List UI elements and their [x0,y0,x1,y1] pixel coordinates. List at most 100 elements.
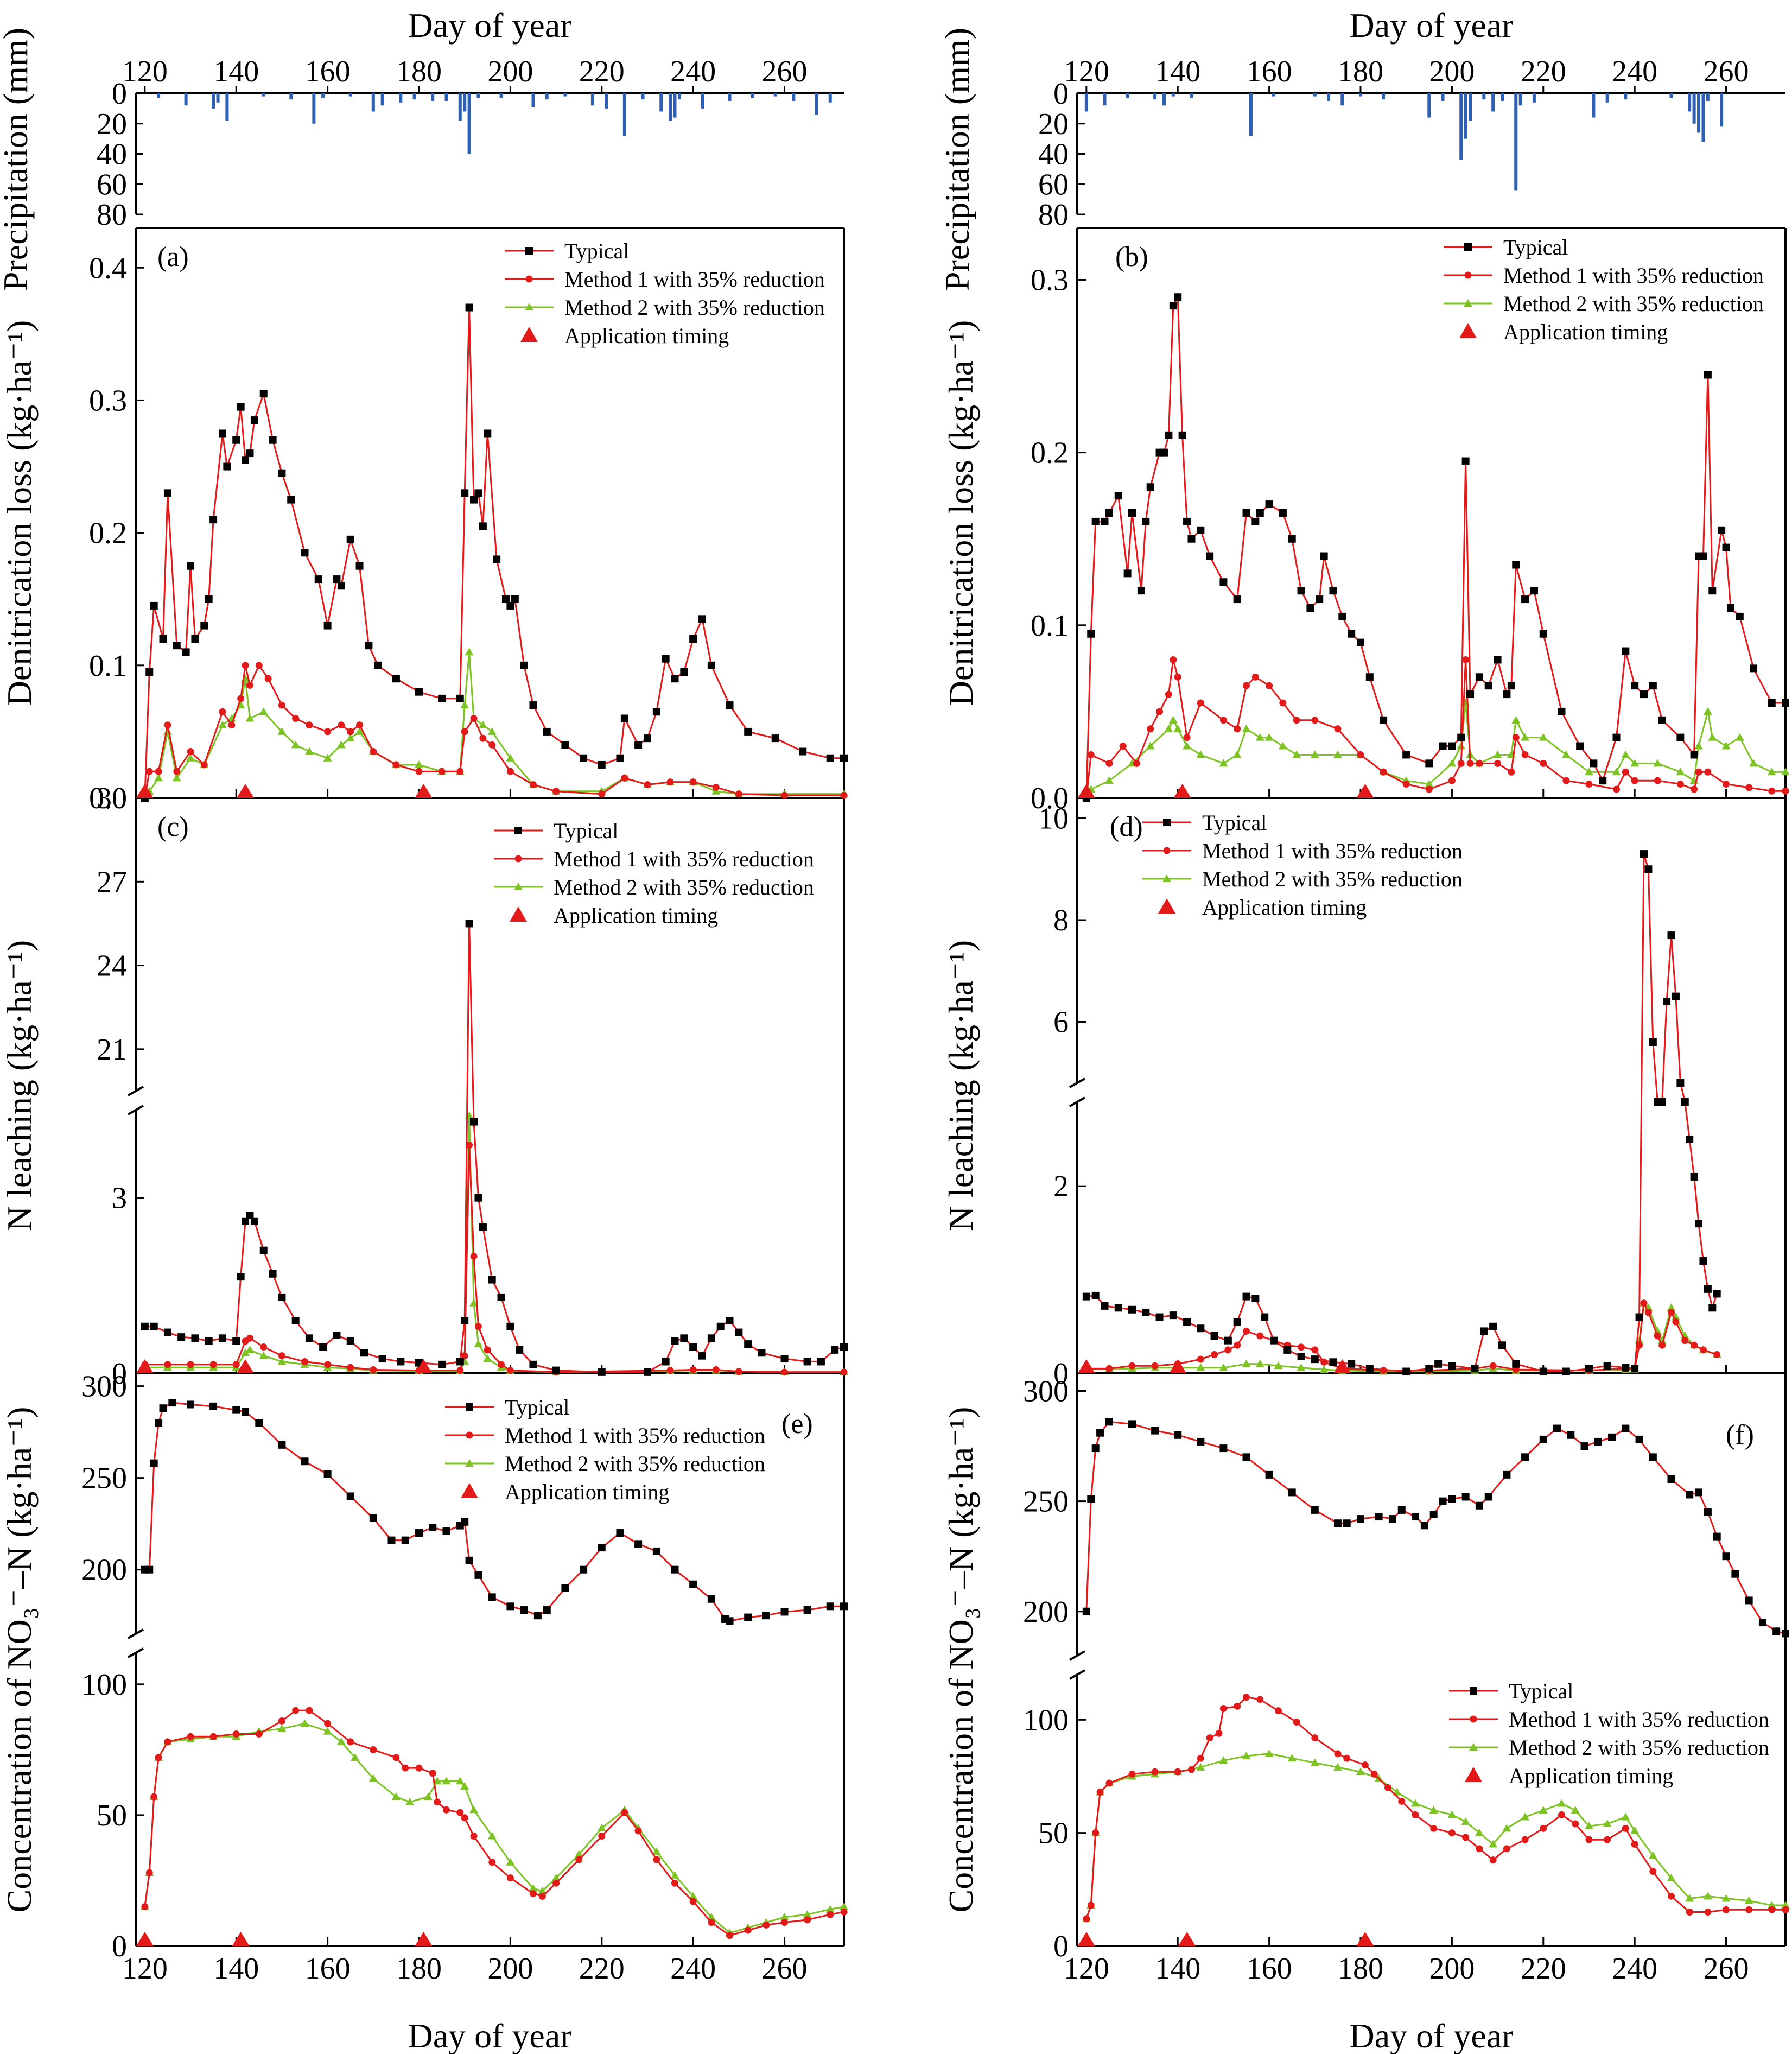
data-point-method1 [1293,1719,1300,1726]
data-point-method1 [1462,656,1470,663]
precip-bar [348,93,352,97]
data-point-typical [744,1340,752,1348]
data-point-method1 [1521,751,1529,758]
data-point-typical [1603,1362,1611,1370]
data-point-method1 [644,781,651,789]
data-point-typical [1114,492,1122,500]
data-point-typical [840,1602,848,1611]
precip-bar [1427,93,1431,118]
data-point-typical [150,1459,158,1467]
data-point-method2 [1292,750,1301,758]
data-point-typical [1155,1313,1164,1321]
data-point-method1 [1234,725,1241,733]
data-point-method1 [438,768,446,775]
precip-bar [1688,93,1692,112]
data-point-typical [474,489,482,497]
data-point-method1 [1256,1332,1264,1340]
data-point-typical [598,1368,606,1376]
data-point-typical [826,1602,834,1611]
xtick-label: 120 [1064,1952,1109,1986]
data-point-method2 [1603,1820,1612,1827]
precip-bar [262,93,265,97]
data-point-typical [726,1317,734,1324]
data-point-method2 [1232,750,1242,758]
legend-text: Method 1 with 35% reduction [505,1423,765,1448]
data-point-typical [415,1529,423,1537]
data-point-method1 [1668,1309,1675,1316]
ytick-label: 27 [97,865,127,899]
data-point-typical [1142,517,1150,525]
data-point-typical [484,429,492,438]
data-point-method2 [1310,750,1319,758]
data-point-method1 [1768,1906,1776,1913]
data-point-method2 [574,1850,583,1858]
data-point-method1 [232,1361,240,1368]
data-point-typical [1348,1360,1356,1368]
data-point-typical [1622,647,1630,655]
legend-marker [1469,1743,1478,1751]
data-point-method2 [1767,768,1776,776]
data-point-method1 [456,1809,464,1816]
data-point-method1 [246,1334,253,1342]
data-point-method2 [1703,1892,1712,1900]
precip-bar [1313,93,1317,97]
ytick-label: 0 [112,1930,127,1963]
precip-bar [1126,93,1129,98]
data-point-typical [1329,587,1337,595]
precip-bar [1459,93,1463,160]
data-point-typical [1521,1453,1529,1461]
data-point-typical [1649,1038,1657,1046]
data-point-typical [1745,1596,1753,1605]
ytick-label: 8 [1053,904,1069,937]
data-point-method2 [1196,1363,1205,1371]
data-point-method1 [1334,725,1342,733]
data-point-method2 [689,1892,698,1900]
data-point-typical [1123,569,1132,578]
application-marker [415,1359,433,1373]
panel-label: (f) [1726,1419,1754,1450]
panel-label: (a) [157,242,189,272]
data-point-typical [319,1343,327,1351]
legend-app-marker [520,327,538,342]
data-point-method2 [1219,1363,1228,1371]
data-point-typical [1087,630,1095,638]
data-point-method1 [1512,734,1520,741]
precip-bar [216,93,220,103]
data-point-method1 [164,1738,171,1746]
data-point-typical [840,754,848,762]
data-point-method1 [356,721,364,729]
data-point-method2 [1721,741,1731,750]
data-point-typical [1279,509,1287,517]
precip-bar [1518,93,1522,106]
legend-text: Method 1 with 35% reduction [1503,263,1764,288]
data-point-method2 [172,774,181,782]
data-point-typical [1233,595,1241,604]
data-point-method1 [392,1754,400,1761]
data-point-method1 [1380,768,1387,776]
data-point-method1 [689,1366,697,1374]
data-point-typical [1503,690,1511,699]
data-point-method1 [173,768,181,775]
data-point-method2 [1264,1749,1274,1757]
data-point-typical [191,635,199,643]
data-point-method1 [598,790,606,798]
data-point-typical [305,1334,313,1342]
data-point-method1 [1631,777,1638,784]
application-marker [1077,1932,1095,1946]
data-point-typical [516,1346,524,1354]
data-point-typical [1622,1364,1630,1372]
data-point-typical [1594,1437,1602,1446]
panel-label: (b) [1115,242,1148,272]
data-point-typical [1087,1495,1095,1503]
data-point-typical [369,1514,377,1523]
data-point-typical [200,622,208,630]
data-point-method2 [391,1792,401,1801]
data-point-typical [465,303,473,312]
data-point-typical [580,754,588,762]
data-point-typical [237,403,245,411]
axis-break-mark [128,1105,144,1115]
legend-text: Method 2 with 35% reduction [1503,291,1764,316]
data-point-method1 [1448,777,1456,784]
legend-marker [1464,243,1472,251]
